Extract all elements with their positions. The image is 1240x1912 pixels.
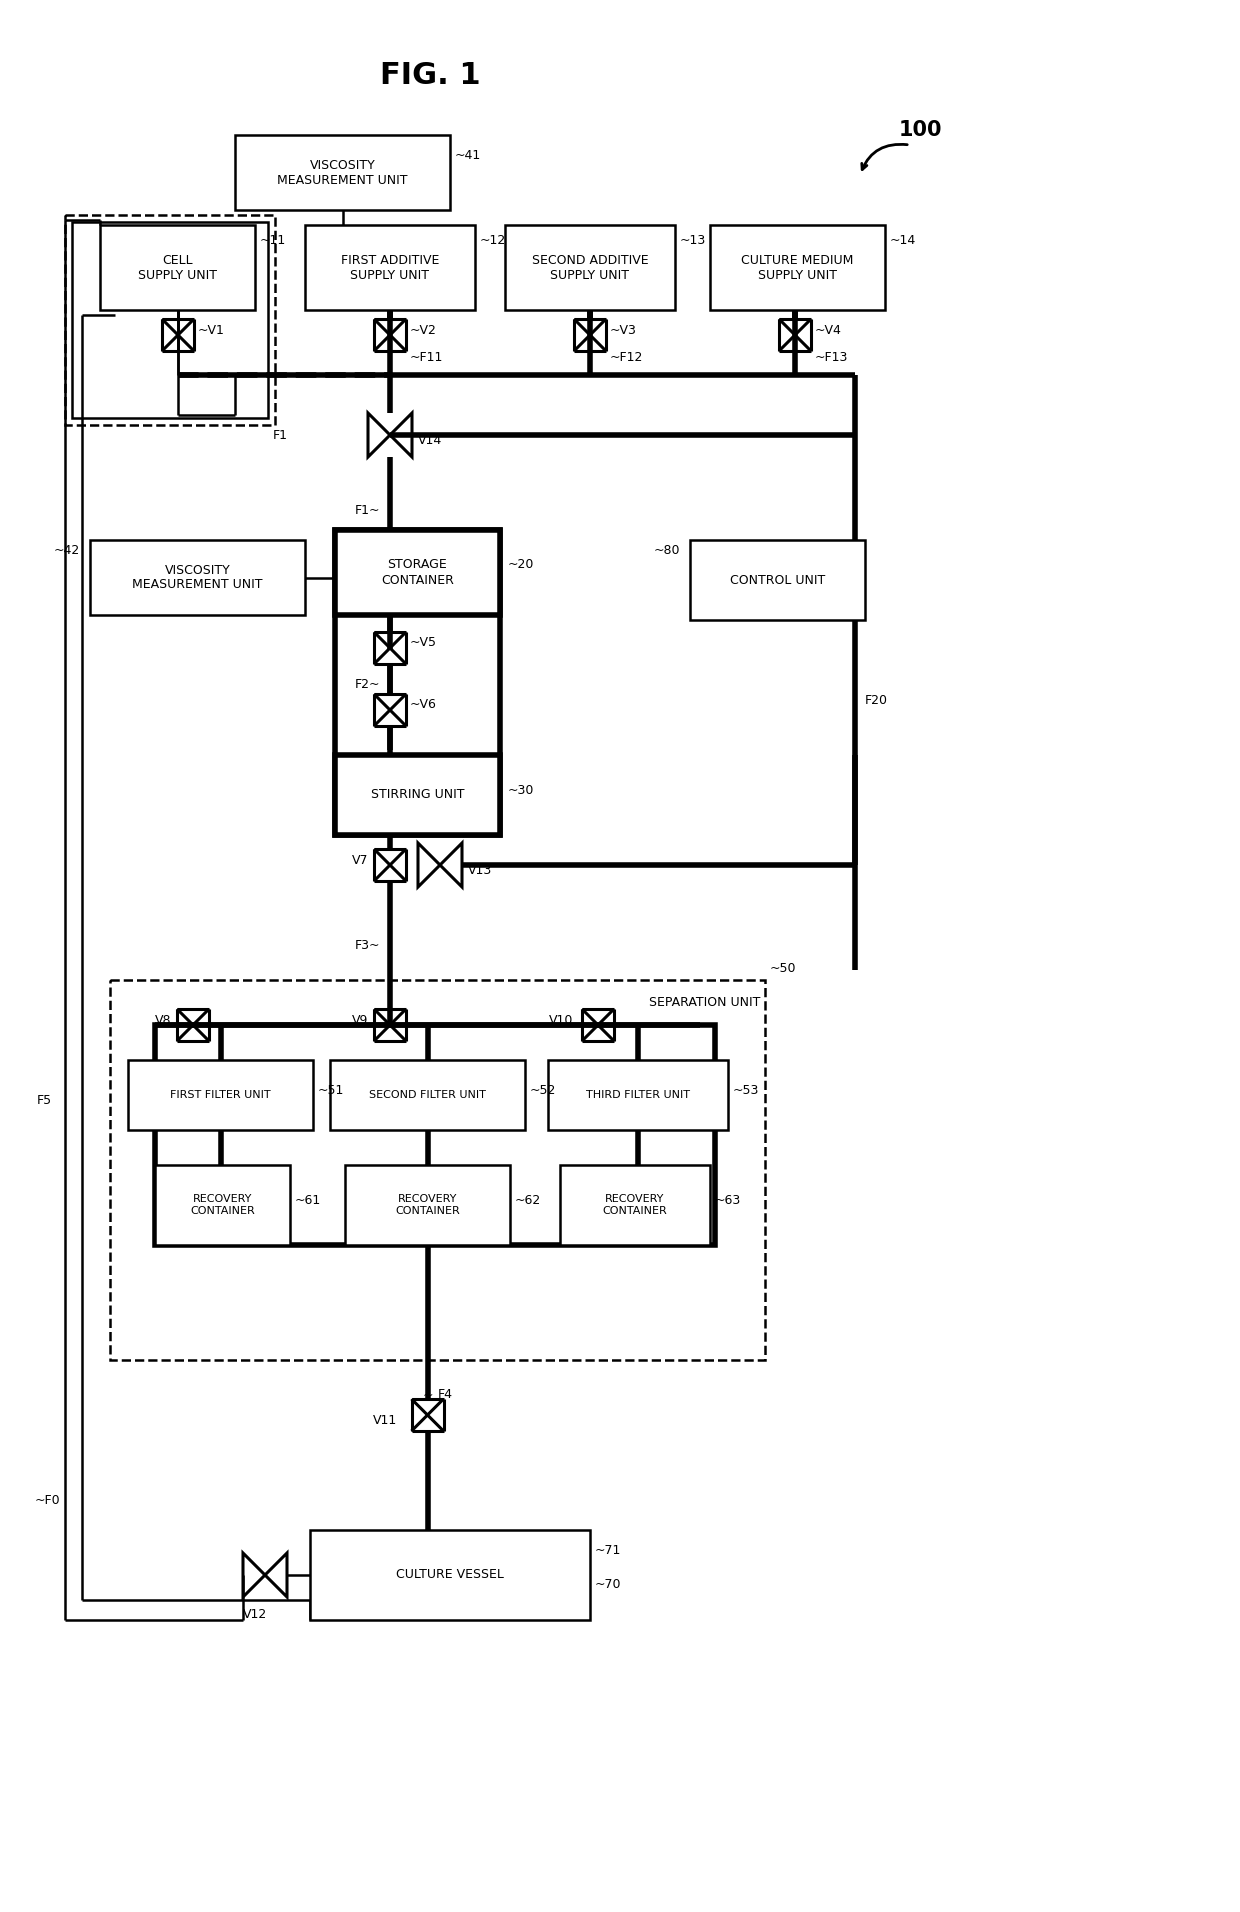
- Text: ~20: ~20: [508, 558, 534, 572]
- Text: RECOVERY
CONTAINER: RECOVERY CONTAINER: [603, 1195, 667, 1216]
- Bar: [345, 1164, 510, 1245]
- Text: FIRST FILTER UNIT: FIRST FILTER UNIT: [170, 1090, 270, 1099]
- Text: ~62: ~62: [515, 1193, 541, 1206]
- Text: ~V6: ~V6: [410, 698, 436, 711]
- Text: ~11: ~11: [260, 233, 286, 247]
- Text: ~V1: ~V1: [198, 323, 224, 337]
- Text: ~71: ~71: [595, 1543, 621, 1556]
- Bar: [505, 226, 675, 310]
- Text: ~V5: ~V5: [410, 637, 436, 650]
- Bar: [711, 226, 885, 310]
- Text: V13: V13: [467, 864, 492, 876]
- Text: ~14: ~14: [890, 233, 916, 247]
- Text: V11: V11: [372, 1413, 397, 1426]
- Text: V7: V7: [351, 853, 368, 866]
- Bar: [310, 1530, 590, 1619]
- Bar: [100, 226, 255, 310]
- Bar: [155, 1025, 715, 1245]
- Text: ~F11: ~F11: [410, 350, 444, 363]
- Text: ~52: ~52: [529, 1084, 557, 1096]
- Text: ~30: ~30: [508, 784, 534, 797]
- Bar: [335, 530, 500, 836]
- Text: V9: V9: [352, 1013, 368, 1027]
- Text: ~61: ~61: [295, 1193, 321, 1206]
- Bar: [72, 222, 268, 419]
- Text: ~F13: ~F13: [815, 350, 848, 363]
- Text: F1: F1: [273, 428, 288, 442]
- Bar: [128, 1059, 312, 1130]
- Text: STIRRING UNIT: STIRRING UNIT: [371, 788, 464, 801]
- Bar: [155, 1164, 290, 1245]
- Bar: [560, 1164, 711, 1245]
- Text: RECOVERY
CONTAINER: RECOVERY CONTAINER: [396, 1195, 460, 1216]
- Text: ~V2: ~V2: [410, 323, 436, 337]
- Text: 100: 100: [898, 120, 941, 140]
- Text: ~70: ~70: [595, 1579, 621, 1591]
- Text: ~41: ~41: [455, 149, 481, 161]
- Text: ~13: ~13: [680, 233, 707, 247]
- Text: ~F12: ~F12: [610, 350, 644, 363]
- Text: V12: V12: [243, 1608, 267, 1621]
- Bar: [689, 539, 866, 619]
- Bar: [330, 1059, 525, 1130]
- Text: F3~: F3~: [355, 939, 379, 952]
- Bar: [110, 981, 765, 1359]
- Text: VISCOSITY
MEASUREMENT UNIT: VISCOSITY MEASUREMENT UNIT: [133, 564, 263, 591]
- Text: V8: V8: [155, 1013, 171, 1027]
- Text: CULTURE MEDIUM
SUPPLY UNIT: CULTURE MEDIUM SUPPLY UNIT: [742, 254, 853, 281]
- Bar: [236, 136, 450, 210]
- Text: ~V3: ~V3: [610, 323, 637, 337]
- Text: F20: F20: [866, 694, 888, 707]
- Text: ~80: ~80: [653, 543, 680, 556]
- Text: CULTURE VESSEL: CULTURE VESSEL: [396, 1568, 503, 1581]
- Text: F5: F5: [37, 1094, 52, 1107]
- Text: ~: ~: [423, 1388, 433, 1401]
- Text: V14: V14: [418, 434, 443, 447]
- Text: FIG. 1: FIG. 1: [379, 61, 480, 90]
- Bar: [91, 539, 305, 616]
- Text: ~42: ~42: [53, 543, 81, 556]
- Text: V10: V10: [548, 1013, 573, 1027]
- Text: ~V4: ~V4: [815, 323, 842, 337]
- Text: SEPARATION UNIT: SEPARATION UNIT: [649, 996, 760, 1008]
- Text: F4: F4: [438, 1388, 453, 1401]
- Text: ~12: ~12: [480, 233, 506, 247]
- Bar: [335, 530, 500, 616]
- Text: ~53: ~53: [733, 1084, 759, 1096]
- Text: SECOND ADDITIVE
SUPPLY UNIT: SECOND ADDITIVE SUPPLY UNIT: [532, 254, 649, 281]
- Text: THIRD FILTER UNIT: THIRD FILTER UNIT: [587, 1090, 689, 1099]
- Text: ~63: ~63: [715, 1193, 742, 1206]
- Text: F2~: F2~: [355, 679, 379, 692]
- Text: FIRST ADDITIVE
SUPPLY UNIT: FIRST ADDITIVE SUPPLY UNIT: [341, 254, 439, 281]
- Text: CELL
SUPPLY UNIT: CELL SUPPLY UNIT: [138, 254, 217, 281]
- Text: F1~: F1~: [355, 503, 379, 516]
- Text: STORAGE
CONTAINER: STORAGE CONTAINER: [381, 558, 454, 587]
- Text: ~50: ~50: [770, 962, 796, 975]
- Text: ~51: ~51: [317, 1084, 345, 1096]
- Bar: [335, 755, 500, 836]
- Bar: [548, 1059, 728, 1130]
- Text: RECOVERY
CONTAINER: RECOVERY CONTAINER: [190, 1195, 255, 1216]
- Text: VISCOSITY
MEASUREMENT UNIT: VISCOSITY MEASUREMENT UNIT: [278, 159, 408, 187]
- Text: CONTROL UNIT: CONTROL UNIT: [730, 574, 825, 587]
- Bar: [64, 214, 275, 424]
- Text: ~F0: ~F0: [35, 1493, 61, 1507]
- Bar: [305, 226, 475, 310]
- Text: SECOND FILTER UNIT: SECOND FILTER UNIT: [370, 1090, 486, 1099]
